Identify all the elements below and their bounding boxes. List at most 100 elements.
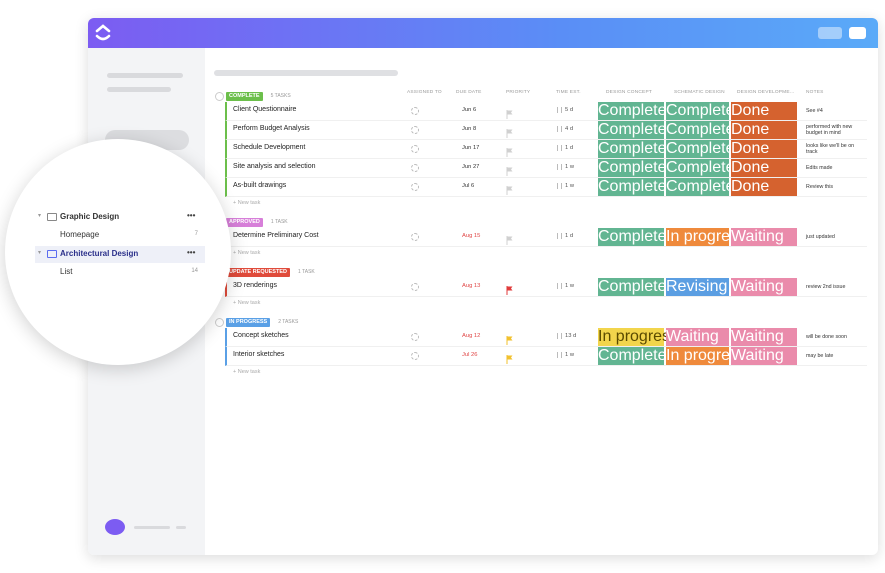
collapse-toggle[interactable] xyxy=(215,92,224,101)
status-cell[interactable]: Complete xyxy=(666,178,735,196)
assignee-icon[interactable] xyxy=(411,233,419,241)
due-date: Jun 27 xyxy=(462,164,480,170)
folder-icon xyxy=(47,250,57,258)
status-cell[interactable]: Complete xyxy=(598,278,667,296)
task-name[interactable]: Interior sketches xyxy=(233,351,285,358)
caret: ▾ xyxy=(38,250,42,256)
assignee-icon[interactable] xyxy=(411,183,419,191)
list-item[interactable]: List xyxy=(60,267,73,276)
time-estimate: 4 d xyxy=(565,126,574,132)
assignee-icon[interactable] xyxy=(411,333,419,341)
due-date: Jun 8 xyxy=(462,126,477,132)
new-task-button[interactable]: + New task xyxy=(233,300,261,306)
task-row[interactable] xyxy=(225,328,867,347)
status-cell[interactable]: In progress xyxy=(598,328,679,346)
status-cell[interactable]: Complete xyxy=(666,159,735,177)
status-cell[interactable]: Complete xyxy=(666,140,735,158)
status-cell[interactable]: Done xyxy=(731,159,797,177)
list-item[interactable]: Homepage xyxy=(60,230,100,239)
status-cell[interactable]: Waiting xyxy=(731,347,797,365)
notes: See #4 xyxy=(806,108,823,114)
status-label: IN PROGRESS xyxy=(226,318,271,327)
assignee-icon[interactable] xyxy=(411,164,419,172)
assignee-icon[interactable] xyxy=(411,352,419,360)
task-row[interactable] xyxy=(225,102,867,121)
task-name[interactable]: Determine Preliminary Cost xyxy=(233,232,319,239)
status-cell[interactable]: Done xyxy=(731,140,797,158)
task-name[interactable]: As-built drawings xyxy=(233,182,287,189)
folder-item[interactable]: Graphic Design xyxy=(60,212,120,221)
status-cell[interactable]: Done xyxy=(731,121,797,139)
status-cell[interactable]: Done xyxy=(731,178,797,196)
due-date: Aug 15 xyxy=(462,233,481,239)
assignee-icon[interactable] xyxy=(411,283,419,291)
due-date: Jul 26 xyxy=(462,352,478,358)
column-header: PRIORITY xyxy=(506,90,531,95)
notes: just updated xyxy=(806,234,835,240)
collapse-toggle[interactable] xyxy=(215,318,224,327)
priority-flag xyxy=(506,332,514,345)
status-cell[interactable]: Waiting xyxy=(731,328,797,346)
assignee-icon[interactable] xyxy=(411,107,419,115)
due-date: Jun 6 xyxy=(462,107,477,113)
column-header: NOTES xyxy=(806,90,824,95)
task-name[interactable]: Client Questionnaire xyxy=(233,106,297,113)
status-cell[interactable]: In progress xyxy=(666,228,747,246)
status-cell[interactable]: Waiting xyxy=(731,278,797,296)
priority-flag xyxy=(506,182,514,195)
status-cell[interactable]: Done xyxy=(731,102,797,120)
header-button[interactable] xyxy=(818,27,842,39)
task-name[interactable]: Concept sketches xyxy=(233,332,289,339)
notes: Edits made xyxy=(806,165,833,171)
time-estimate: 1 w xyxy=(565,352,575,358)
status-cell[interactable]: Complete xyxy=(598,178,667,196)
time-estimate: 1 d xyxy=(565,145,574,151)
more-menu[interactable]: ••• xyxy=(187,211,196,220)
task-name[interactable]: Site analysis and selection xyxy=(233,163,316,170)
status-label: COMPLETE xyxy=(226,92,263,101)
task-row[interactable] xyxy=(225,140,867,159)
priority-flag xyxy=(506,351,514,364)
task-row[interactable] xyxy=(225,278,867,297)
assignee-icon[interactable] xyxy=(411,126,419,134)
time-icon xyxy=(557,107,562,113)
task-row[interactable] xyxy=(225,347,867,366)
assignee-icon[interactable] xyxy=(411,145,419,153)
column-header: DESIGN CONCEPT xyxy=(606,90,652,95)
priority-flag xyxy=(506,144,514,157)
chat-button[interactable] xyxy=(105,519,125,535)
due-date: Jun 17 xyxy=(462,145,480,151)
more-menu[interactable]: ••• xyxy=(187,248,196,257)
status-cell[interactable]: Revising xyxy=(666,278,729,296)
task-row[interactable] xyxy=(225,159,867,178)
status-cell[interactable]: Complete xyxy=(598,159,667,177)
status-cell[interactable]: Complete xyxy=(666,121,735,139)
due-date: Aug 13 xyxy=(462,283,481,289)
task-row[interactable] xyxy=(225,121,867,140)
header-button[interactable] xyxy=(849,27,866,39)
status-cell[interactable]: Complete xyxy=(598,121,667,139)
time-estimate: 5 d xyxy=(565,107,574,113)
status-cell[interactable]: Complete xyxy=(666,102,735,120)
status-cell[interactable]: Waiting xyxy=(666,328,729,346)
status-cell[interactable]: In progress xyxy=(666,347,747,365)
task-row[interactable] xyxy=(225,178,867,197)
task-name[interactable]: Perform Budget Analysis xyxy=(233,125,310,132)
new-task-button[interactable]: + New task xyxy=(233,369,261,375)
time-icon xyxy=(557,183,562,189)
status-cell[interactable]: Complete xyxy=(598,347,667,365)
new-task-button[interactable]: + New task xyxy=(233,200,261,206)
notes: will be done soon xyxy=(806,334,847,340)
task-count: 5 TASKS xyxy=(270,93,291,99)
status-cell[interactable]: Complete xyxy=(598,228,667,246)
task-count: 1 TASK xyxy=(270,219,288,225)
status-cell[interactable]: Waiting xyxy=(731,228,797,246)
status-cell[interactable]: Complete xyxy=(598,140,667,158)
folder-item[interactable]: Architectural Design xyxy=(60,249,139,258)
new-task-button[interactable]: + New task xyxy=(233,250,261,256)
status-cell[interactable]: Complete xyxy=(598,102,667,120)
task-name[interactable]: 3D renderings xyxy=(233,282,277,289)
task-count: 2 TASKS xyxy=(278,319,299,325)
task-name[interactable]: Schedule Development xyxy=(233,144,306,151)
notes: may be late xyxy=(806,353,834,359)
